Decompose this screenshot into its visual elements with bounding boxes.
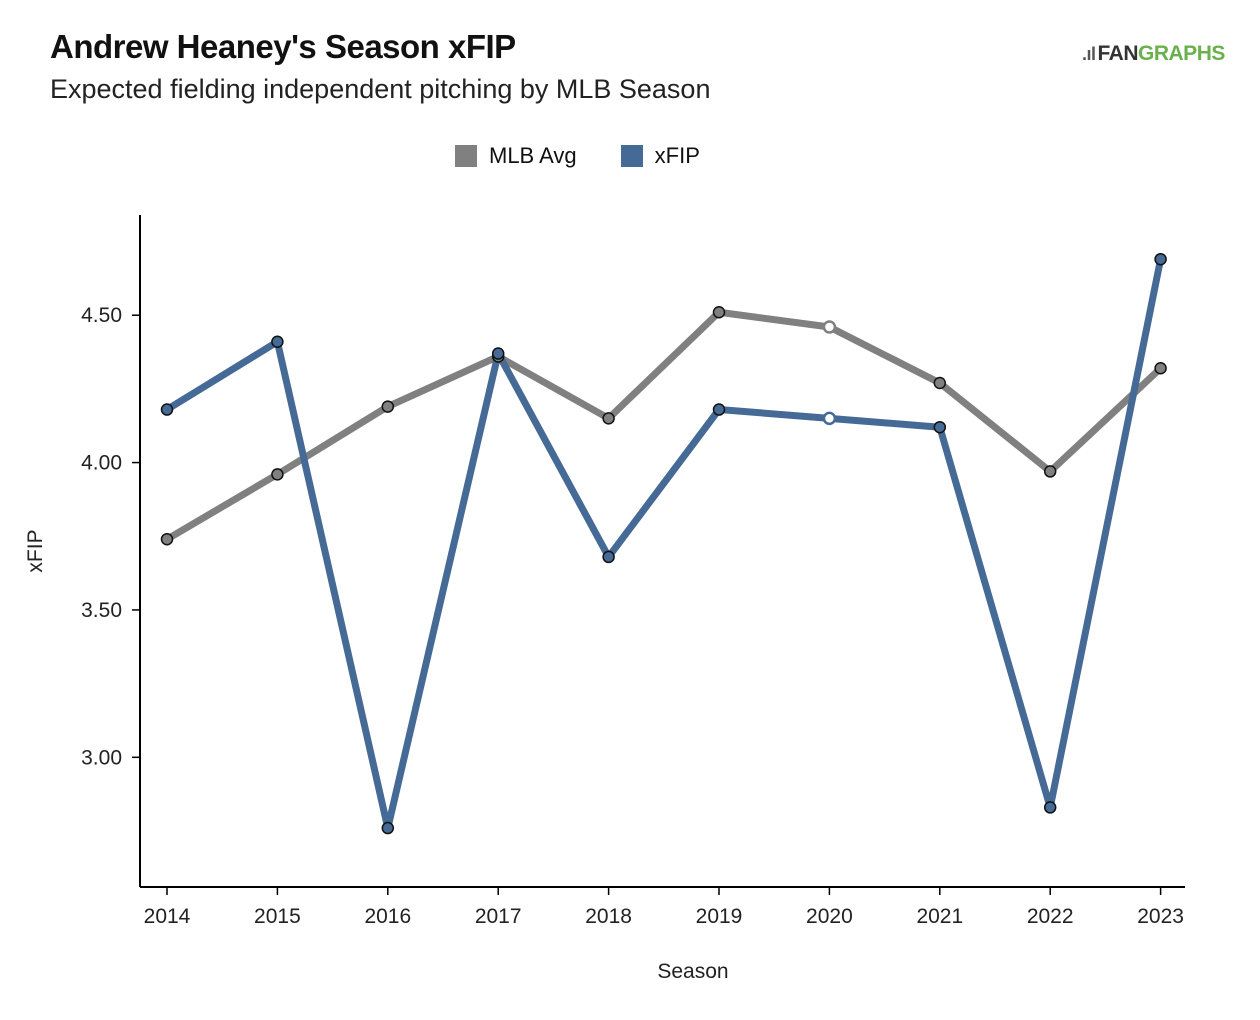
y-tick-label: 4.00 (81, 452, 122, 475)
legend-swatch-xfip (620, 145, 643, 167)
data-point-xfip (491, 347, 505, 360)
data-point-xfip (602, 550, 615, 564)
x-tick-label: 2017 (475, 905, 522, 928)
series-line-xfip (163, 255, 1165, 832)
x-tick-label: 2014 (144, 905, 191, 928)
data-point-xfip (1043, 801, 1057, 814)
data-point-mlb-avg (1043, 465, 1057, 478)
legend-item-mlb-avg[interactable]: MLB Avg (455, 143, 577, 169)
data-point-xfip (160, 403, 174, 416)
legend-item-xfip[interactable]: xFIP (620, 143, 700, 169)
y-tick-label: 3.50 (81, 599, 122, 622)
legend-label-mlb-avg: MLB Avg (489, 143, 577, 168)
data-point-mlb-avg (822, 320, 837, 334)
data-point-xfip (712, 403, 726, 416)
data-point-mlb-avg (381, 400, 395, 413)
x-tick-label: 2019 (696, 905, 743, 928)
x-tick-label: 2021 (916, 905, 963, 928)
data-point-mlb-avg (1154, 362, 1167, 375)
y-tick-label: 3.00 (81, 746, 122, 769)
x-tick-label: 2015 (254, 905, 301, 928)
x-tick-label: 2022 (1027, 905, 1074, 928)
data-point-mlb-avg (160, 532, 174, 546)
x-tick-label: 2016 (364, 905, 411, 928)
x-tick-label: 2023 (1137, 905, 1184, 928)
y-axis-title: xFIP (24, 529, 47, 572)
data-point-xfip (1154, 252, 1167, 266)
data-point-xfip (381, 821, 395, 835)
x-axis-title: Season (657, 960, 728, 983)
data-point-mlb-avg (712, 306, 726, 319)
logo-fan-text: FAN (1097, 42, 1139, 65)
data-point-xfip (822, 411, 837, 426)
logo-graphs-text: GRAPHS (1138, 42, 1225, 65)
x-tick-label: 2018 (585, 905, 632, 928)
logo-mark-icon: .ıl (1082, 43, 1096, 64)
data-point-xfip (933, 420, 947, 434)
legend: MLB Avg xFIP (455, 143, 744, 169)
data-point-mlb-avg (271, 468, 284, 481)
chart-subtitle: Expected fielding independent pitching b… (50, 74, 711, 104)
legend-label-xfip: xFIP (654, 143, 700, 168)
y-tick-label: 4.50 (81, 304, 122, 327)
x-tick-label: 2020 (806, 905, 853, 928)
legend-swatch-mlb-avg (455, 145, 477, 167)
data-point-mlb-avg (602, 412, 615, 425)
data-point-mlb-avg (933, 376, 947, 390)
chart-title: Andrew Heaney's Season xFIP (50, 28, 516, 65)
fangraphs-logo[interactable]: .ıl FAN GRAPHS (1082, 42, 1225, 66)
series-line-mlb-avg (163, 308, 1165, 543)
data-point-xfip (271, 335, 284, 348)
